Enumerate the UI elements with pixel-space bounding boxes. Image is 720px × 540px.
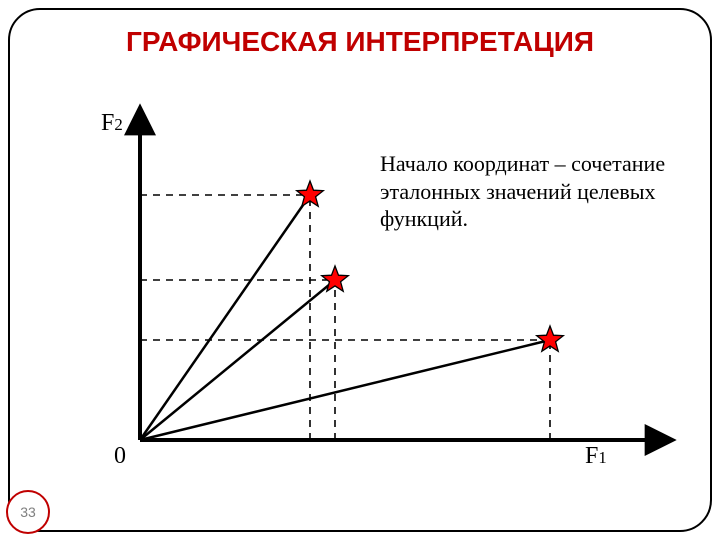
page-number-badge: 33 bbox=[6, 490, 50, 534]
chart-svg bbox=[0, 0, 720, 540]
